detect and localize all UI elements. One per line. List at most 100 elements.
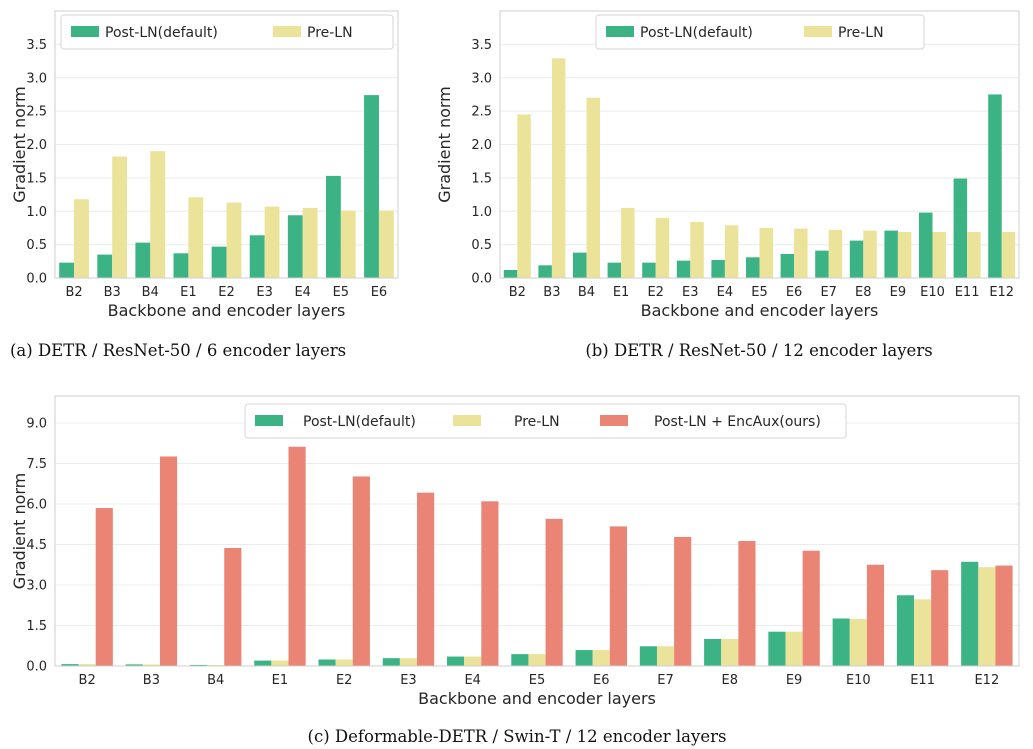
x-tick-label: E1 — [613, 285, 630, 300]
y-axis-label: Gradient norm — [10, 86, 29, 203]
legend-swatch — [453, 415, 481, 426]
x-tick-label: B3 — [104, 285, 121, 300]
bar-encaux — [802, 550, 820, 666]
bar-pre-ln — [785, 631, 803, 666]
bar-post-ln — [254, 660, 272, 666]
chart-c: 0.0 1.5 3.0 4.5 6.0 7.5 9.0 B2 B3 B4 E1 E2 E3 E4 E5 E6 E… — [10, 395, 1020, 746]
x-tick-label: E3 — [256, 285, 273, 300]
y-tick-label: 2.5 — [471, 105, 492, 120]
x-tick-label: E4 — [717, 285, 734, 300]
legend-label: Pre-LN — [838, 25, 884, 41]
x-tick-label: E6 — [593, 673, 610, 688]
y-tick-label: 6.0 — [26, 498, 47, 513]
y-axis-label: Gradient norm — [435, 86, 454, 203]
bar-post-ln — [642, 262, 656, 278]
bar-pre-ln — [464, 656, 482, 666]
bar-pre-ln — [586, 97, 600, 279]
bar-pre-ln — [828, 229, 843, 278]
x-tick-label: E6 — [786, 285, 803, 300]
bar-pre-ln — [724, 225, 739, 278]
y-tick-label: 2.5 — [26, 105, 47, 120]
bar-post-ln — [97, 254, 113, 278]
bar-post-ln — [447, 656, 465, 666]
bar-post-ln — [382, 658, 400, 666]
bar-post-ln — [135, 242, 151, 278]
bar-pre-ln — [932, 231, 946, 278]
bar-post-ln — [59, 262, 75, 278]
bar-encaux — [288, 446, 306, 666]
y-tick-label: 7.5 — [26, 457, 47, 472]
bar-pre-ln — [849, 619, 867, 666]
x-tick-label: E7 — [820, 285, 837, 300]
y-tick-label: 3.0 — [26, 71, 47, 86]
caption: (b) DETR / ResNet-50 / 12 encoder layers — [585, 341, 932, 360]
bar-post-ln — [538, 265, 552, 278]
x-axis-label: Backbone and encoder layers — [641, 301, 879, 320]
bar-pre-ln — [271, 660, 289, 666]
x-tick-label: E10 — [846, 673, 871, 688]
y-tick-label: 3.5 — [26, 38, 47, 53]
x-tick-label: E12 — [989, 285, 1014, 300]
legend: Post-LN(default) Pre-LN — [595, 14, 925, 50]
x-tick-label: E3 — [682, 285, 699, 300]
bar-pre-ln — [340, 210, 356, 278]
bar-pre-ln — [150, 151, 166, 278]
bar-pre-ln — [914, 599, 932, 666]
bar-encaux — [866, 564, 885, 666]
bar-pre-ln — [863, 230, 877, 278]
bar-post-ln — [607, 262, 622, 278]
y-tick-label: 0.0 — [26, 272, 47, 287]
bar-pre-ln — [78, 664, 96, 666]
bar-pre-ln — [551, 58, 566, 278]
x-tick-label: E1 — [272, 673, 289, 688]
x-tick-label: E10 — [920, 285, 945, 300]
bar-pre-ln — [517, 114, 531, 279]
bar-pre-ln — [335, 659, 353, 666]
caption: (c) Deformable-DETR / Swin-T / 12 encode… — [308, 727, 727, 746]
y-tick-label: 3.5 — [471, 38, 492, 53]
x-tick-label: E2 — [218, 285, 235, 300]
bar-encaux — [159, 456, 178, 666]
x-tick-label: E4 — [294, 285, 311, 300]
x-tick-label: E4 — [464, 673, 481, 688]
y-tick-label: 2.0 — [471, 138, 492, 153]
bar-pre-ln — [897, 231, 912, 278]
x-tick-label: E1 — [180, 285, 197, 300]
bar-pre-ln — [74, 199, 89, 278]
bar-post-ln — [849, 240, 864, 278]
bar-encaux — [931, 570, 949, 666]
x-tick-label: B3 — [543, 285, 560, 300]
x-tick-label: B3 — [143, 673, 160, 688]
y-tick-label: 0.5 — [26, 238, 47, 253]
bar-pre-ln — [978, 567, 996, 666]
bar-pre-ln — [621, 207, 635, 278]
bar-pre-ln — [399, 658, 418, 666]
bar-pre-ln — [207, 664, 225, 666]
x-tick-label: E9 — [786, 673, 803, 688]
legend-swatch — [606, 26, 634, 37]
x-tick-label: E5 — [529, 673, 546, 688]
x-axis-label: Backbone and encoder layers — [108, 301, 346, 320]
bar-pre-ln — [142, 664, 160, 666]
bar-post-ln — [575, 650, 593, 666]
bar-encaux — [995, 565, 1013, 666]
bar-post-ln — [815, 250, 829, 278]
bar-post-ln — [325, 175, 341, 278]
bar-post-ln — [511, 654, 529, 666]
bar-pre-ln — [1001, 231, 1016, 278]
y-tick-label: 2.0 — [26, 138, 47, 153]
bar-encaux — [95, 508, 113, 666]
bar-post-ln — [768, 631, 786, 666]
bar-post-ln — [704, 639, 722, 666]
legend-label: Post-LN(default) — [105, 25, 218, 41]
bar-encaux — [481, 501, 499, 666]
y-tick-label: 1.0 — [26, 205, 47, 220]
legend-label: Pre-LN — [514, 414, 560, 430]
bar-pre-ln — [188, 197, 204, 278]
bar-post-ln — [676, 260, 691, 278]
bar-post-ln — [125, 664, 143, 666]
bar-post-ln — [573, 252, 587, 278]
x-tick-label: E2 — [647, 285, 664, 300]
y-tick-label: 0.0 — [26, 660, 47, 675]
x-tick-label: E2 — [336, 673, 353, 688]
